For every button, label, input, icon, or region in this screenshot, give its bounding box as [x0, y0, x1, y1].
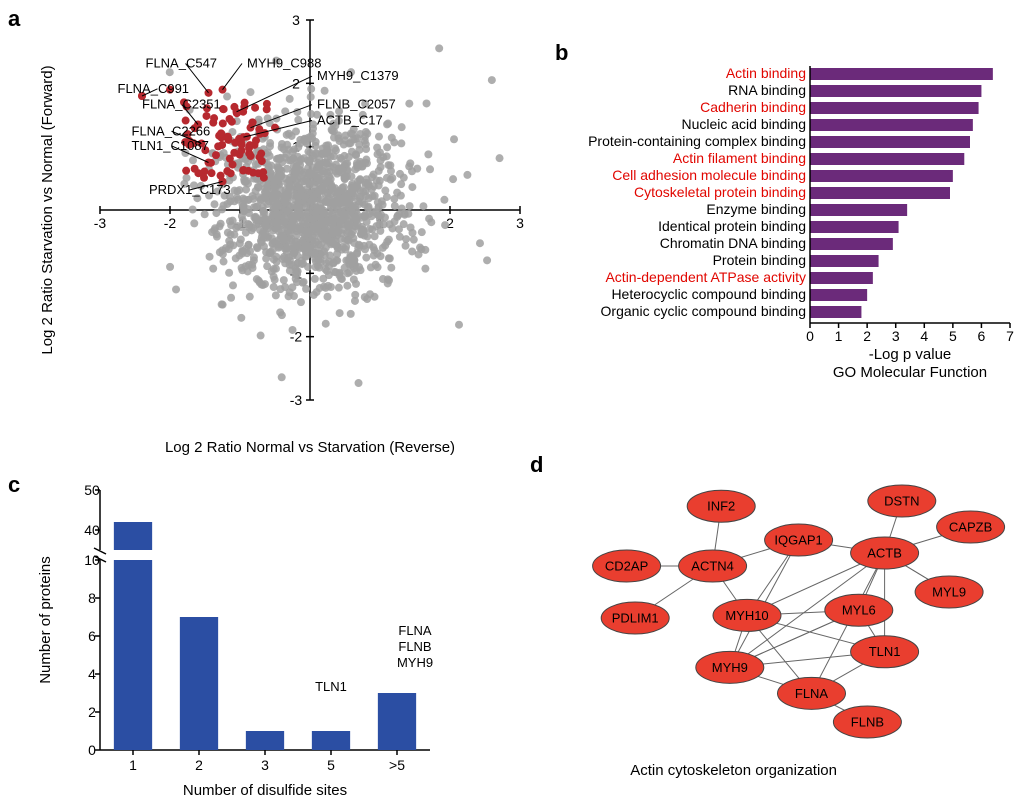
svg-text:3: 3	[516, 215, 524, 231]
svg-text:Actin filament binding: Actin filament binding	[673, 150, 806, 166]
svg-text:INF2: INF2	[707, 499, 735, 514]
svg-text:Organic cyclic compound bindin: Organic cyclic compound binding	[601, 303, 806, 319]
go-bar-chart: Actin bindingRNA bindingCadherin binding…	[575, 60, 1030, 390]
svg-text:FLNA_C2266: FLNA_C2266	[132, 123, 211, 138]
svg-text:Log 2 Ratio Normal vs Starvati: Log 2 Ratio Normal vs Starvation (Revers…	[165, 439, 455, 456]
svg-text:FLNA_C2351: FLNA_C2351	[142, 97, 221, 112]
svg-text:TLN1: TLN1	[315, 679, 347, 694]
svg-text:-3: -3	[290, 392, 303, 408]
svg-text:MYH10: MYH10	[725, 608, 768, 623]
svg-text:DSTN: DSTN	[884, 493, 919, 508]
svg-text:IQGAP1: IQGAP1	[774, 532, 822, 547]
svg-text:0: 0	[806, 328, 814, 344]
svg-text:3: 3	[292, 12, 300, 28]
svg-text:3: 3	[261, 757, 269, 773]
svg-text:Number of proteins: Number of proteins	[37, 556, 54, 684]
svg-text:40: 40	[84, 522, 100, 538]
svg-text:8: 8	[88, 590, 96, 606]
svg-text:-3: -3	[94, 215, 107, 231]
svg-text:ACTN4: ACTN4	[691, 558, 734, 573]
svg-text:FLNB_C2057: FLNB_C2057	[317, 97, 396, 112]
svg-text:Actin cytoskeleton organizatio: Actin cytoskeleton organization	[630, 762, 837, 779]
svg-text:CD2AP: CD2AP	[605, 558, 648, 573]
disulfide-histogram: 405002468101235>5TLN1FLNAFLNBMYH9Number …	[30, 480, 450, 810]
svg-text:PDLIM1: PDLIM1	[612, 610, 659, 625]
svg-text:4: 4	[920, 328, 928, 344]
svg-text:4: 4	[88, 666, 96, 682]
svg-text:6: 6	[978, 328, 986, 344]
svg-text:Chromatin DNA binding: Chromatin DNA binding	[660, 235, 806, 251]
svg-text:FLNA_C991: FLNA_C991	[118, 81, 190, 96]
svg-text:Nucleic acid binding: Nucleic acid binding	[681, 116, 806, 132]
svg-text:FLNA: FLNA	[795, 686, 829, 701]
svg-text:MYH9_C988: MYH9_C988	[247, 56, 321, 71]
svg-text:ACTB: ACTB	[867, 545, 902, 560]
svg-text:PRDX1_C173: PRDX1_C173	[149, 182, 231, 197]
svg-text:Protein binding: Protein binding	[713, 252, 806, 268]
svg-text:Log 2 Ratio Starvation vs Norm: Log 2 Ratio Starvation vs Normal (Forwar…	[39, 65, 56, 354]
svg-text:MYH9_C1379: MYH9_C1379	[317, 68, 399, 83]
svg-text:Identical protein binding: Identical protein binding	[658, 218, 806, 234]
svg-text:1: 1	[129, 757, 137, 773]
svg-text:GO Molecular Function: GO Molecular Function	[833, 364, 987, 381]
svg-text:FLNA: FLNA	[398, 623, 432, 638]
svg-text:2: 2	[195, 757, 203, 773]
svg-text:TLN1: TLN1	[869, 644, 901, 659]
actin-network: INF2 CD2AP ACTN4 IQGAP1 DSTN ACTB CAPZB PDLIM1 M…	[555, 465, 1025, 805]
svg-text:3: 3	[892, 328, 900, 344]
svg-text:RNA binding: RNA binding	[728, 82, 806, 98]
svg-text:-Log p value: -Log p value	[869, 346, 952, 363]
svg-text:7: 7	[1006, 328, 1014, 344]
svg-text:2: 2	[863, 328, 871, 344]
svg-text:FLNB: FLNB	[398, 639, 431, 654]
svg-text:Heterocyclic compound binding: Heterocyclic compound binding	[611, 286, 806, 302]
svg-text:-2: -2	[164, 215, 177, 231]
svg-text:Number of disulfide sites: Number of disulfide sites	[183, 782, 347, 799]
svg-text:Enzyme binding: Enzyme binding	[706, 201, 806, 217]
svg-text:Protein-containing complex bin: Protein-containing complex binding	[588, 133, 806, 149]
svg-text:50: 50	[84, 482, 100, 498]
svg-text:TLN1_C1087: TLN1_C1087	[132, 138, 209, 153]
svg-text:MYH9: MYH9	[397, 655, 433, 670]
svg-text:Actin binding: Actin binding	[726, 65, 806, 81]
scatter-plot: -3-2-10123-3-2-1123FLNA_C547FLNA_C991FLN…	[30, 0, 550, 470]
svg-text:Cadherin binding: Cadherin binding	[700, 99, 806, 115]
svg-text:MYH9: MYH9	[712, 660, 748, 675]
svg-text:Cytoskeletal protein binding: Cytoskeletal protein binding	[634, 184, 806, 200]
svg-text:FLNB: FLNB	[851, 714, 884, 729]
svg-text:5: 5	[949, 328, 957, 344]
panel-c-label: c	[8, 472, 20, 498]
svg-text:2: 2	[88, 704, 96, 720]
svg-text:FLNA_C547: FLNA_C547	[146, 56, 218, 71]
svg-text:MYL6: MYL6	[842, 603, 876, 618]
svg-text:Actin-dependent ATPase activit: Actin-dependent ATPase activity	[605, 269, 806, 285]
svg-text:10: 10	[84, 552, 100, 568]
svg-text:MYL9: MYL9	[932, 584, 966, 599]
svg-text:6: 6	[88, 628, 96, 644]
svg-text:5: 5	[327, 757, 335, 773]
panel-a-label: a	[8, 6, 20, 32]
svg-text:1: 1	[835, 328, 843, 344]
svg-text:0: 0	[88, 742, 96, 758]
svg-text:CAPZB: CAPZB	[949, 519, 992, 534]
svg-text:Cell adhesion molecule binding: Cell adhesion molecule binding	[612, 167, 806, 183]
panel-b-label: b	[555, 40, 568, 66]
svg-text:ACTB_C17: ACTB_C17	[317, 113, 383, 128]
svg-text:>5: >5	[389, 757, 405, 773]
